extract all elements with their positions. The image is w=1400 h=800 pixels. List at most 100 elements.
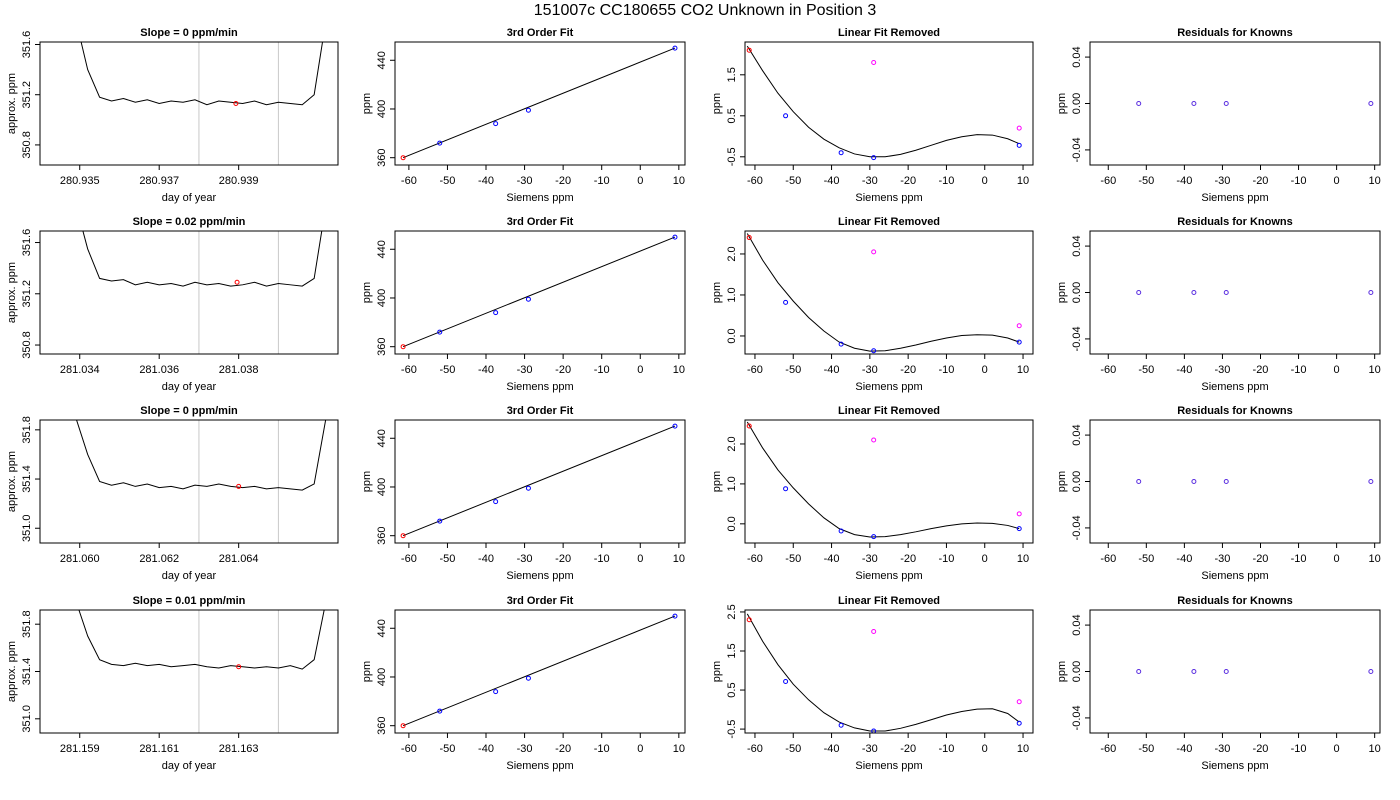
y-axis-label: approx. ppm — [6, 262, 18, 323]
panel-title: Linear Fit Removed — [838, 595, 940, 607]
y-tick-label: 351.4 — [21, 465, 33, 493]
y-tick-label: 350.8 — [21, 131, 33, 159]
y-axis-label: ppm — [361, 661, 373, 682]
x-tick-label: 10 — [1017, 175, 1029, 187]
x-tick-label: -20 — [555, 553, 571, 565]
plot-frame — [39, 41, 339, 166]
panel-title: 3rd Order Fit — [507, 595, 574, 607]
x-tick-label: -20 — [555, 175, 571, 187]
y-tick-label: 0.04 — [1071, 614, 1083, 635]
y-tick-label: 440 — [376, 240, 388, 258]
y-tick-label: 360 — [376, 527, 388, 545]
y-tick-label: 351.8 — [21, 610, 33, 638]
y-tick-label: 2.5 — [726, 604, 738, 619]
data-point — [493, 499, 499, 505]
x-tick-label: -20 — [1253, 175, 1269, 187]
x-axis-label: Siemens ppm — [506, 192, 573, 204]
y-tick-label: 351.0 — [21, 705, 33, 733]
y-axis-label: approx. ppm — [6, 451, 18, 512]
x-tick-label: -10 — [594, 364, 610, 376]
y-axis-label: ppm — [361, 282, 373, 303]
panel: Residuals for Knowns Siemens ppm ppm -60 -50… — [1056, 595, 1381, 772]
data-point — [437, 518, 443, 524]
plot-area — [1136, 290, 1374, 295]
panel: Linear Fit Removed Siemens ppm ppm -60 -50 -4… — [711, 405, 1034, 582]
panel: Residuals for Knowns Siemens ppm ppm -60 -50… — [1056, 405, 1381, 582]
x-tick-label: 10 — [1369, 175, 1381, 187]
y-axis-label: ppm — [711, 93, 723, 114]
x-tick-label: 281.163 — [219, 743, 259, 755]
marker-point — [233, 101, 239, 106]
x-tick-label: 280.937 — [139, 175, 179, 187]
plot-frame — [744, 230, 1034, 355]
y-tick-label: 351.2 — [21, 280, 33, 308]
panel-title: 3rd Order Fit — [507, 27, 574, 39]
data-point — [525, 296, 531, 302]
x-axis-label: Siemens ppm — [506, 570, 573, 582]
plot-frame — [1089, 230, 1381, 355]
x-tick-label: 0 — [982, 553, 988, 565]
panel-title: Linear Fit Removed — [838, 405, 940, 417]
x-tick-label: -40 — [1176, 743, 1192, 755]
data-point — [493, 689, 499, 695]
x-tick-label: -20 — [555, 743, 571, 755]
data-point — [1016, 720, 1022, 726]
x-tick-label: -50 — [1138, 364, 1154, 376]
plot-frame — [1089, 41, 1381, 166]
y-tick-label: 351.6 — [21, 31, 33, 59]
plot-area — [82, 231, 323, 354]
data-point — [525, 107, 531, 113]
y-axis-label: ppm — [1056, 471, 1068, 492]
trace-line — [78, 610, 325, 670]
plot-frame — [394, 230, 686, 355]
panel-title: 3rd Order Fit — [507, 405, 574, 417]
x-tick-label: -60 — [401, 364, 417, 376]
x-tick-label: -30 — [517, 743, 533, 755]
y-tick-label: 400 — [376, 668, 388, 686]
fit-curve — [402, 425, 676, 537]
x-tick-label: -60 — [747, 743, 763, 755]
x-tick-label: -20 — [900, 743, 916, 755]
y-tick-label: -0.04 — [1071, 705, 1083, 730]
plot-area — [400, 234, 678, 350]
x-tick-label: -30 — [517, 364, 533, 376]
panel: Slope = 0 ppm/min day of year approx. ppm 2… — [6, 405, 339, 582]
data-point — [1016, 526, 1022, 532]
x-tick-label: 281.060 — [60, 553, 100, 565]
figure-title: 151007c CC180655 CO2 Unknown in Position… — [534, 2, 877, 19]
data-point — [1191, 669, 1197, 674]
x-tick-label: -10 — [1291, 553, 1307, 565]
y-tick-label: 351.6 — [21, 229, 33, 257]
data-point — [746, 617, 752, 623]
x-tick-label: -40 — [824, 175, 840, 187]
x-tick-label: 281.062 — [139, 553, 179, 565]
x-axis-label: Siemens ppm — [1201, 192, 1268, 204]
y-tick-label: -0.04 — [1071, 326, 1083, 351]
plot-area — [400, 423, 678, 539]
x-tick-label: 281.161 — [139, 743, 179, 755]
data-point — [746, 423, 752, 429]
x-tick-label: -20 — [1253, 364, 1269, 376]
data-point — [1136, 290, 1142, 295]
panel-title: Slope = 0 ppm/min — [140, 27, 238, 39]
x-axis-label: day of year — [162, 570, 217, 582]
y-tick-label: 360 — [376, 338, 388, 356]
x-tick-label: -50 — [1138, 553, 1154, 565]
y-tick-label: 0.0 — [726, 328, 738, 343]
x-tick-label: -30 — [862, 175, 878, 187]
y-tick-label: 0.5 — [726, 682, 738, 697]
y-tick-label: 400 — [376, 289, 388, 307]
data-point — [871, 728, 877, 733]
plot-area — [78, 610, 325, 733]
y-tick-label: -0.5 — [726, 147, 738, 166]
x-tick-label: 10 — [1017, 743, 1029, 755]
plot-frame — [1089, 419, 1381, 544]
data-point — [1191, 290, 1197, 295]
y-tick-label: 351.8 — [21, 416, 33, 444]
panel-title: Residuals for Knowns — [1177, 216, 1293, 228]
x-tick-label: -60 — [747, 364, 763, 376]
plot-frame — [39, 609, 339, 734]
data-point — [437, 140, 443, 146]
x-tick-label: 0 — [1334, 364, 1340, 376]
x-tick-label: 0 — [982, 364, 988, 376]
